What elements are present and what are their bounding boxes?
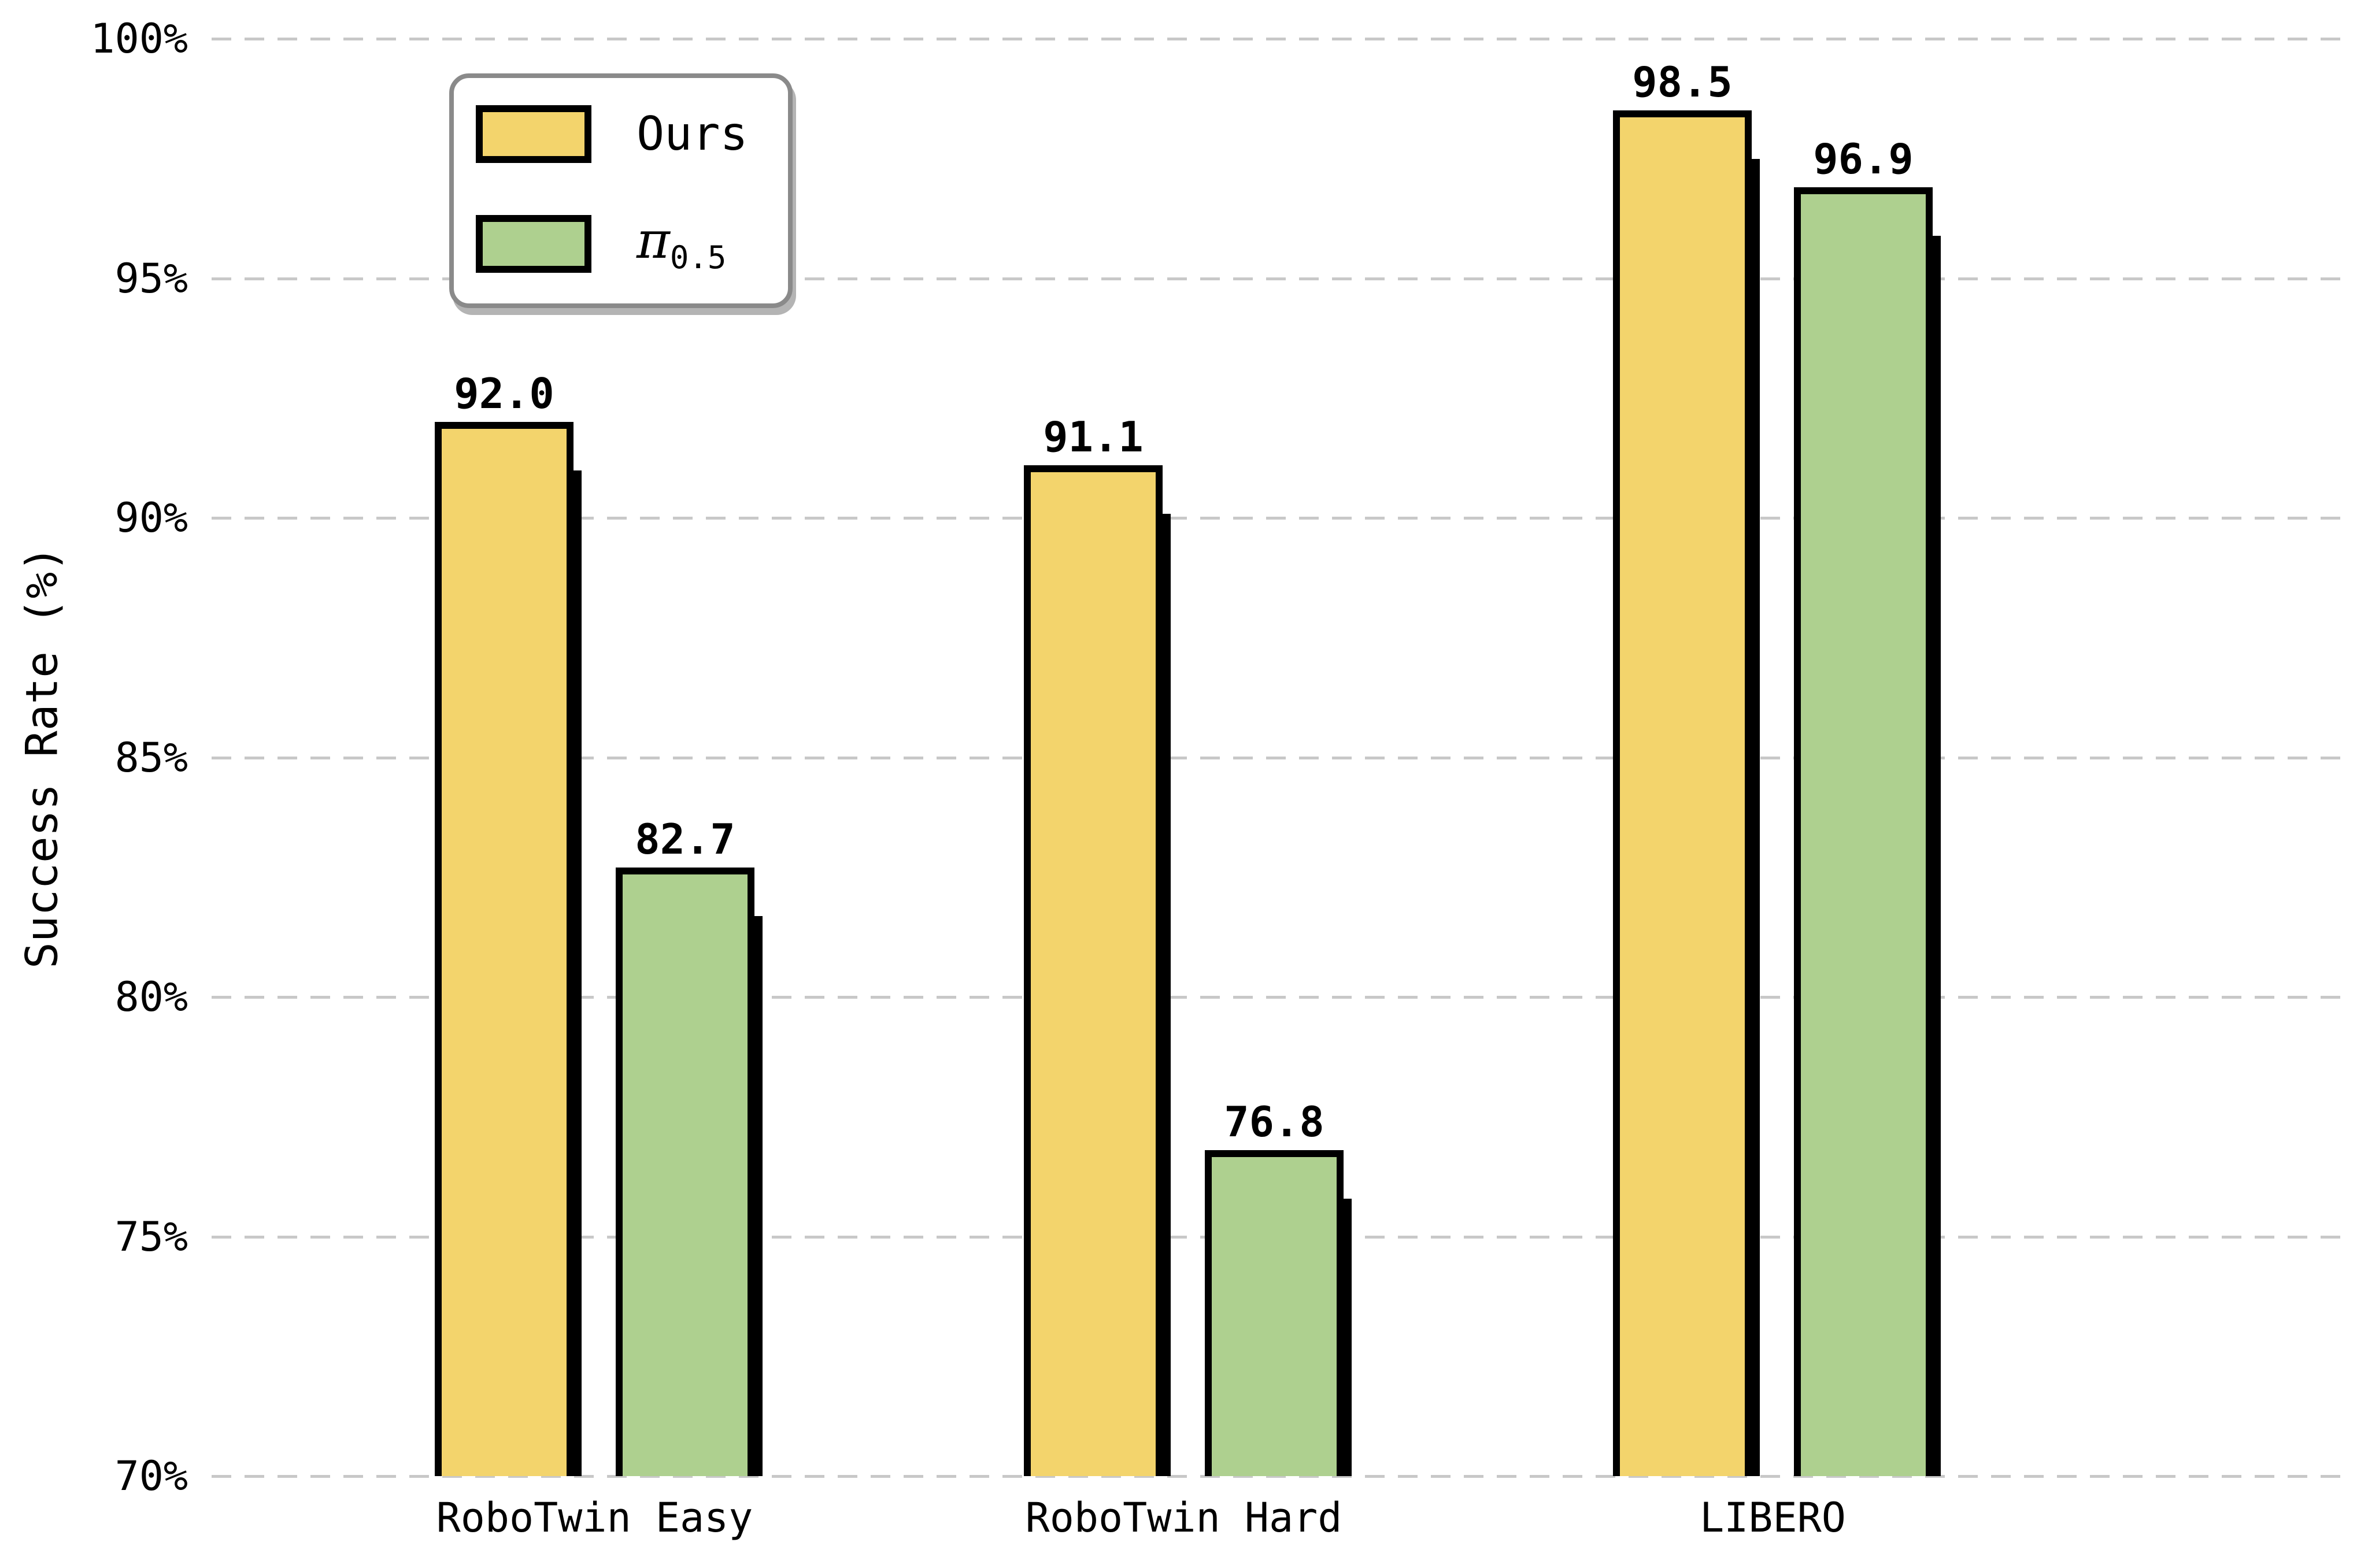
bar-value-label: 76.8 [1224,1098,1324,1147]
legend-label: π0.5 [637,210,727,276]
bar-value-label: 82.7 [635,815,735,864]
x-tick-label-RoboTwin Hard: RoboTwin Hard [1025,1494,1342,1541]
legend-label: Ours [637,107,748,161]
x-tick-label-RoboTwin Easy: RoboTwin Easy [436,1494,753,1541]
bar-value-label: 92.0 [454,369,554,418]
gridline-70 [212,1475,2351,1478]
gridline-100 [212,38,2351,40]
bar-Ours-LIBERO [1613,110,1752,1476]
x-tick-label-LIBERO: LIBERO [1700,1494,1846,1541]
bar-Ours-RoboTwin Easy [435,422,574,1476]
legend-item-Ours: Ours [476,105,788,163]
y-tick-label-100: 100% [90,15,188,62]
y-tick-label-75: 75% [114,1213,188,1261]
legend-swatch-icon [476,105,591,163]
gridline-90 [212,517,2351,520]
y-tick-label-85: 85% [114,733,188,781]
y-tick-label-90: 90% [114,494,188,542]
bar-π0.5-RoboTwin Easy [616,868,754,1476]
y-tick-label-70: 70% [114,1452,188,1500]
bar-value-label: 91.1 [1043,412,1144,461]
gridline-95 [212,277,2351,280]
legend-swatch-icon [476,215,591,273]
y-tick-label-80: 80% [114,973,188,1021]
bar-π0.5-RoboTwin Hard [1205,1150,1344,1476]
y-tick-label-95: 95% [114,254,188,302]
gridline-80 [212,996,2351,999]
legend: Ours π0.5 [449,73,793,308]
legend-item-π0.5: π0.5 [476,212,788,276]
bar-Ours-RoboTwin Hard [1024,465,1163,1476]
bar-value-label: 98.5 [1632,58,1733,107]
bar-π0.5-LIBERO [1794,187,1933,1476]
bar-value-label: 96.9 [1813,134,1914,183]
gridline-85 [212,756,2351,759]
